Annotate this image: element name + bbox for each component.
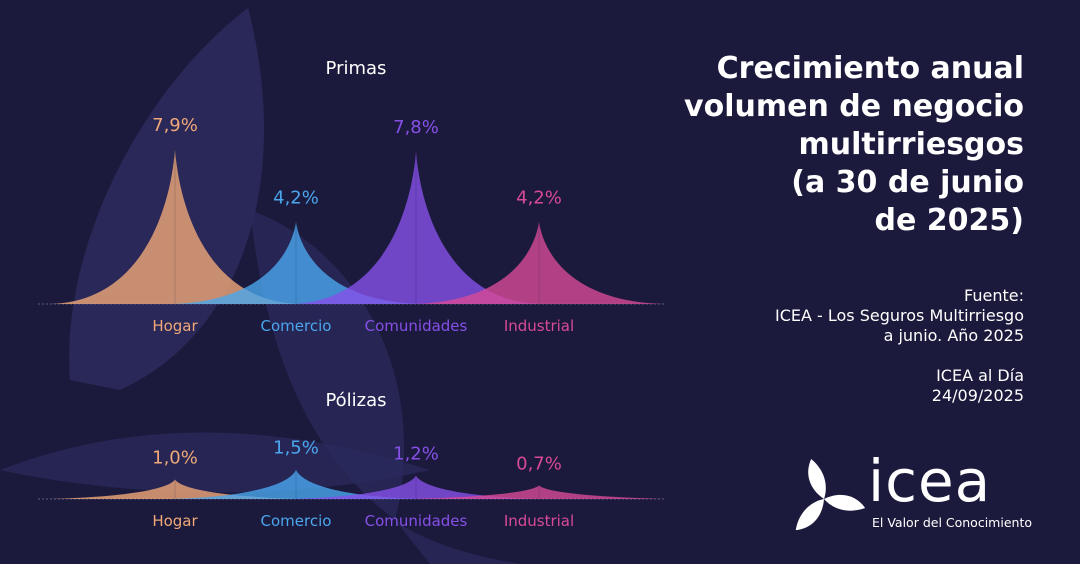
title-line-5: de 2025): [874, 203, 1024, 238]
value-label-comercio: 1,5%: [273, 438, 319, 459]
peak-comercio: [172, 221, 420, 304]
value-label-industrial: 0,7%: [516, 453, 562, 474]
title-line-2: volumen de negocio: [684, 89, 1024, 124]
chart-1-title: Pólizas: [325, 390, 386, 411]
source-label: Fuente:: [964, 286, 1024, 305]
title-line-3: multirriesgos: [798, 127, 1024, 162]
icea-logo-icon: [795, 458, 866, 531]
value-label-comunidades: 7,8%: [393, 117, 439, 138]
peak-hogar: [51, 479, 299, 499]
icea-logo: icea El Valor del Conocimiento: [782, 451, 1042, 535]
publication-name: ICEA al Día: [936, 366, 1024, 385]
source-block: Fuente: ICEA - Los Seguros Multirriesgo …: [664, 286, 1024, 406]
category-label-industrial: Industrial: [504, 512, 574, 530]
value-label-hogar: 7,9%: [152, 115, 198, 136]
logo-wordmark: icea: [868, 447, 992, 515]
category-label-comunidades: Comunidades: [365, 317, 468, 335]
category-label-comunidades: Comunidades: [365, 512, 468, 530]
title-line-1: Crecimiento anual: [716, 51, 1024, 86]
peak-comunidades: [292, 475, 540, 499]
chart-0-group: Primas 7,9% Hogar 4,2% Comercio 7,8% Comunidad…: [38, 58, 665, 335]
publication-date: 24/09/2025: [931, 386, 1024, 405]
source-line-2: a junio. Año 2025: [883, 326, 1024, 345]
title-line-4: (a 30 de junio: [791, 165, 1024, 200]
logo-tagline: El Valor del Conocimiento: [872, 515, 1032, 530]
value-label-comunidades: 1,2%: [393, 443, 439, 464]
value-label-hogar: 1,0%: [152, 447, 198, 468]
category-label-comercio: Comercio: [261, 317, 332, 335]
chart-1-group: Pólizas 1,0% Hogar 1,5% Comercio 1,2% Comunida…: [38, 390, 665, 530]
category-label-hogar: Hogar: [152, 317, 198, 335]
peak-comunidades: [292, 151, 540, 304]
value-label-comercio: 4,2%: [273, 188, 319, 209]
source-line-1: ICEA - Los Seguros Multirriesgo: [774, 306, 1024, 325]
value-label-industrial: 4,2%: [516, 188, 562, 209]
chart-title: Crecimiento anual volumen de negocio mul…: [604, 50, 1024, 240]
peak-industrial: [415, 221, 663, 304]
category-label-hogar: Hogar: [152, 512, 198, 530]
peak-hogar: [51, 149, 299, 304]
chart-0-title: Primas: [326, 58, 387, 79]
category-label-industrial: Industrial: [504, 317, 574, 335]
peak-comercio: [172, 469, 420, 499]
category-label-comercio: Comercio: [261, 512, 332, 530]
peak-industrial: [415, 485, 663, 499]
